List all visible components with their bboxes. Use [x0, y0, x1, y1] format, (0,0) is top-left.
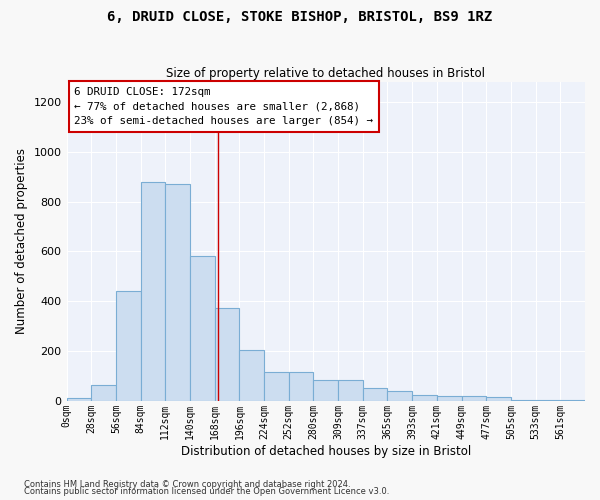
Bar [511, 400, 536, 401]
Bar [363, 388, 388, 401]
Bar [215, 308, 239, 401]
Text: 6, DRUID CLOSE, STOKE BISHOP, BRISTOL, BS9 1RZ: 6, DRUID CLOSE, STOKE BISHOP, BRISTOL, B… [107, 10, 493, 24]
Bar [412, 394, 437, 401]
Bar [165, 184, 190, 401]
Bar [338, 380, 363, 401]
Bar [560, 400, 585, 401]
X-axis label: Distribution of detached houses by size in Bristol: Distribution of detached houses by size … [181, 444, 471, 458]
Bar [67, 398, 91, 401]
Bar [486, 397, 511, 401]
Bar [437, 396, 461, 401]
Y-axis label: Number of detached properties: Number of detached properties [15, 148, 28, 334]
Bar [536, 400, 560, 401]
Bar [264, 372, 289, 401]
Text: 6 DRUID CLOSE: 172sqm
← 77% of detached houses are smaller (2,868)
23% of semi-d: 6 DRUID CLOSE: 172sqm ← 77% of detached … [74, 87, 373, 126]
Bar [140, 182, 165, 401]
Title: Size of property relative to detached houses in Bristol: Size of property relative to detached ho… [166, 66, 485, 80]
Bar [461, 396, 486, 401]
Bar [116, 292, 140, 401]
Bar [289, 372, 313, 401]
Text: Contains HM Land Registry data © Crown copyright and database right 2024.: Contains HM Land Registry data © Crown c… [24, 480, 350, 489]
Text: Contains public sector information licensed under the Open Government Licence v3: Contains public sector information licen… [24, 487, 389, 496]
Bar [313, 380, 338, 401]
Bar [388, 391, 412, 401]
Bar [91, 384, 116, 401]
Bar [190, 256, 215, 401]
Bar [239, 350, 264, 401]
